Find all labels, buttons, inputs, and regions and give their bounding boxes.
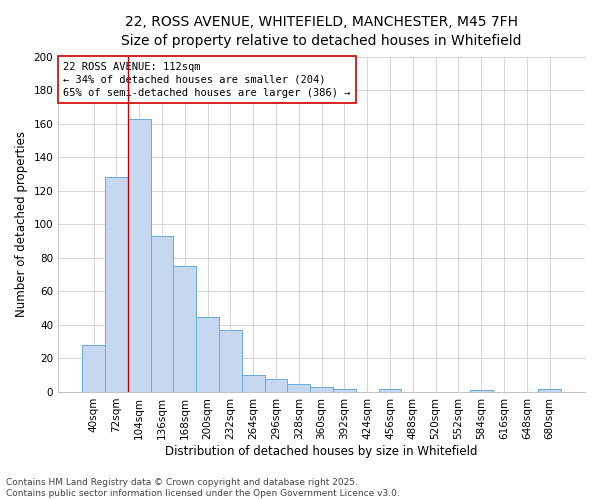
Bar [219, 330, 242, 392]
Bar [287, 384, 310, 392]
Bar [470, 390, 493, 392]
Y-axis label: Number of detached properties: Number of detached properties [15, 132, 28, 318]
Title: 22, ROSS AVENUE, WHITEFIELD, MANCHESTER, M45 7FH
Size of property relative to de: 22, ROSS AVENUE, WHITEFIELD, MANCHESTER,… [121, 15, 522, 48]
Bar [379, 388, 401, 392]
Bar [196, 316, 219, 392]
Bar [265, 378, 287, 392]
Bar [538, 388, 561, 392]
Bar [105, 178, 128, 392]
Bar [310, 387, 333, 392]
X-axis label: Distribution of detached houses by size in Whitefield: Distribution of detached houses by size … [166, 444, 478, 458]
Text: Contains HM Land Registry data © Crown copyright and database right 2025.
Contai: Contains HM Land Registry data © Crown c… [6, 478, 400, 498]
Bar [151, 236, 173, 392]
Bar [242, 375, 265, 392]
Bar [173, 266, 196, 392]
Text: 22 ROSS AVENUE: 112sqm
← 34% of detached houses are smaller (204)
65% of semi-de: 22 ROSS AVENUE: 112sqm ← 34% of detached… [64, 62, 351, 98]
Bar [333, 388, 356, 392]
Bar [82, 345, 105, 392]
Bar [128, 118, 151, 392]
